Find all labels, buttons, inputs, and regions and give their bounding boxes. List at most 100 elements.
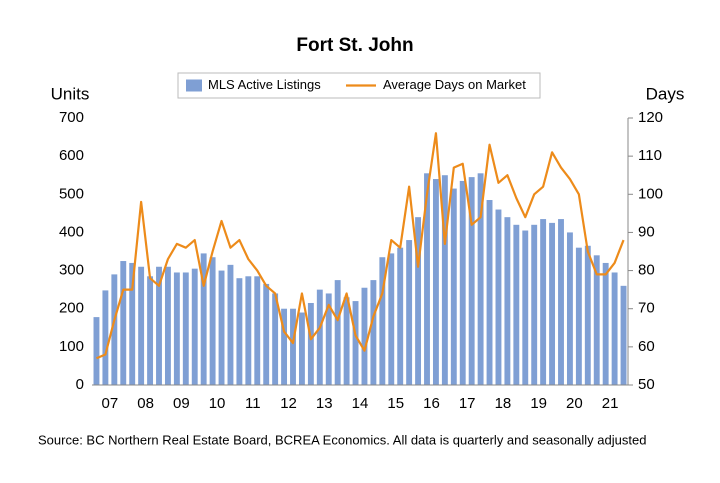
- y-tick-label: 700: [59, 109, 84, 126]
- bar: [459, 180, 466, 385]
- bar: [540, 219, 547, 385]
- bar: [522, 230, 529, 385]
- source-note: Source: BC Northern Real Estate Board, B…: [38, 432, 646, 447]
- bar: [450, 188, 457, 385]
- bar: [424, 173, 430, 385]
- bar: [531, 224, 538, 385]
- bar: [397, 247, 404, 385]
- bar: [111, 274, 118, 385]
- bar: [173, 272, 180, 385]
- bar: [406, 240, 413, 385]
- legend-swatch: [186, 79, 202, 92]
- x-tick-label: 18: [495, 395, 512, 412]
- bar: [236, 278, 243, 385]
- y-tick-label: 300: [59, 262, 84, 279]
- bar: [156, 266, 162, 385]
- bar: [566, 232, 573, 385]
- bar: [575, 247, 582, 385]
- x-tick-label: 15: [387, 395, 404, 412]
- bar: [182, 272, 189, 385]
- bar: [191, 268, 198, 385]
- y2-tick-label: 120: [638, 109, 663, 126]
- y2-axis-title: Days: [646, 84, 685, 103]
- y2-tick-label: 50: [638, 376, 655, 393]
- bar: [486, 200, 493, 385]
- y-tick-label: 400: [59, 223, 84, 240]
- bar: [549, 222, 556, 385]
- bar: [298, 312, 305, 385]
- bar: [218, 270, 225, 385]
- bar: [379, 257, 386, 385]
- bar: [325, 293, 332, 385]
- x-tick-label: 13: [316, 395, 333, 412]
- bar: [352, 301, 359, 385]
- y2-tick-label: 80: [638, 262, 655, 279]
- legend-label: Average Days on Market: [383, 77, 526, 92]
- bar: [593, 255, 600, 385]
- bar: [147, 276, 154, 385]
- bar: [120, 261, 127, 385]
- bar: [468, 177, 475, 385]
- bar: [504, 217, 511, 385]
- x-tick-label: 11: [245, 395, 261, 412]
- bar: [307, 302, 314, 385]
- bar: [209, 257, 216, 385]
- bar: [441, 175, 448, 385]
- bar: [620, 285, 627, 385]
- bar: [477, 173, 484, 385]
- chart-title: Fort St. John: [296, 35, 413, 56]
- x-tick-label: 19: [530, 395, 547, 412]
- bar: [281, 308, 288, 385]
- x-tick-label: 09: [173, 395, 190, 412]
- y-tick-label: 500: [59, 185, 84, 202]
- bar: [558, 219, 564, 385]
- x-tick-label: 12: [280, 395, 297, 412]
- bar: [290, 308, 296, 385]
- bar: [254, 276, 261, 385]
- bar: [432, 179, 439, 385]
- x-tick-label: 10: [209, 395, 226, 412]
- bar: [495, 209, 502, 385]
- bar: [584, 245, 591, 385]
- bar: [361, 287, 368, 385]
- bar: [334, 280, 341, 385]
- bar: [245, 276, 252, 385]
- y2-tick-label: 110: [638, 147, 662, 164]
- y-tick-label: 600: [59, 147, 84, 164]
- x-tick-label: 14: [352, 395, 369, 412]
- bar: [263, 283, 270, 385]
- bar: [138, 266, 145, 385]
- bar: [602, 262, 609, 385]
- x-tick-label: 08: [137, 395, 154, 412]
- y-tick-label: 0: [76, 376, 84, 393]
- bar: [611, 272, 618, 385]
- x-tick-label: 16: [423, 395, 440, 412]
- x-tick-label: 07: [102, 395, 119, 412]
- y2-tick-label: 70: [638, 300, 655, 317]
- y2-tick-label: 100: [638, 185, 663, 202]
- bar: [370, 280, 377, 385]
- bar: [164, 266, 171, 385]
- bar: [415, 217, 422, 385]
- legend-label: MLS Active Listings: [208, 77, 321, 92]
- bar: [388, 253, 395, 385]
- line: [96, 132, 625, 360]
- bar: [227, 264, 234, 385]
- x-tick-label: 17: [459, 395, 476, 412]
- y-tick-label: 100: [59, 338, 84, 355]
- bar: [343, 297, 350, 385]
- bar: [93, 317, 100, 385]
- bar: [513, 224, 520, 385]
- bar: [316, 289, 323, 385]
- y2-tick-label: 60: [638, 338, 655, 355]
- x-tick-label: 20: [566, 395, 583, 412]
- bar: [129, 262, 136, 385]
- y-tick-label: 200: [59, 300, 84, 317]
- bar: [102, 290, 109, 385]
- bar: [272, 293, 279, 385]
- x-tick-label: 21: [602, 395, 619, 412]
- bar: [200, 253, 207, 385]
- y2-tick-label: 90: [638, 223, 655, 240]
- y-axis-title: Units: [51, 84, 90, 103]
